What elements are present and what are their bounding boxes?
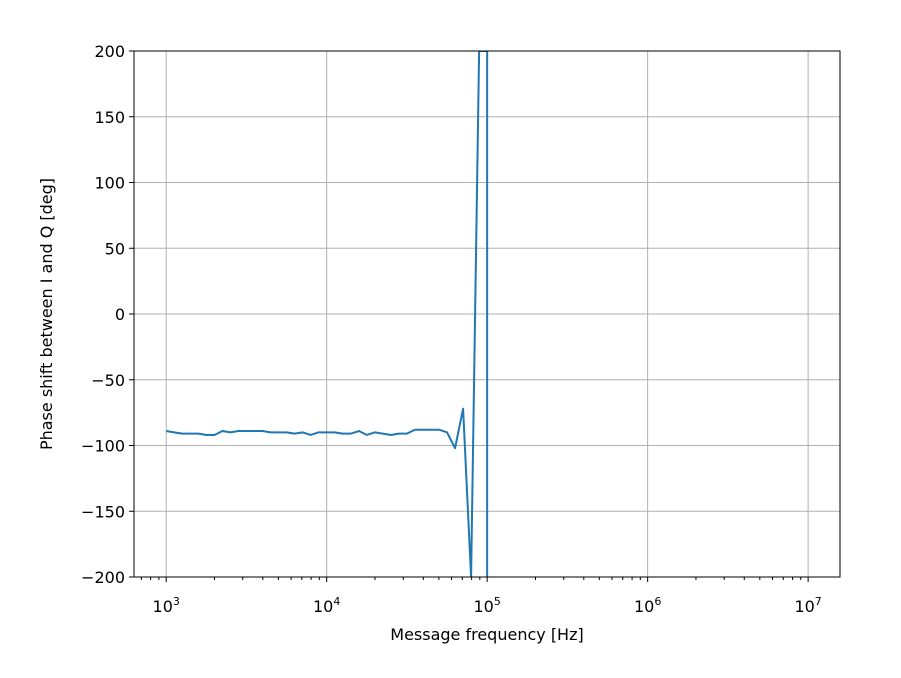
y-tick-label: −150 — [81, 502, 125, 521]
x-tick-label: 103 — [153, 595, 180, 616]
x-tick-label: 107 — [794, 595, 821, 616]
x-tick-label-exponent: 7 — [815, 595, 822, 608]
x-tick-label-exponent: 3 — [173, 595, 180, 608]
tick-labels: 103 104 105 106 107200150100500−50−100−150−2… — [81, 42, 822, 616]
x-tick-label-base: 10 — [794, 597, 814, 616]
x-tick-label: 105 — [473, 595, 500, 616]
y-tick-label: 200 — [94, 42, 125, 61]
y-tick-label: −200 — [81, 568, 125, 587]
series-line — [166, 51, 489, 577]
x-tick-label-exponent: 5 — [494, 595, 501, 608]
x-tick-label-exponent: 6 — [654, 595, 661, 608]
series-layer — [166, 51, 489, 577]
x-tick-label-exponent: 4 — [333, 595, 340, 608]
y-tick-label: 0 — [115, 305, 125, 324]
y-tick-label: 100 — [94, 174, 125, 193]
x-tick-label-base: 10 — [473, 597, 493, 616]
x-tick-label: 104 — [313, 595, 340, 616]
x-tick-label-base: 10 — [313, 597, 333, 616]
y-tick-label: 50 — [105, 239, 125, 258]
y-tick-label: −100 — [81, 437, 125, 456]
y-axis-label: Phase shift between I and Q [deg] — [37, 178, 56, 450]
ticks — [129, 50, 809, 582]
x-tick-label-base: 10 — [153, 597, 173, 616]
x-tick-label-base: 10 — [634, 597, 654, 616]
y-tick-label: −50 — [91, 371, 125, 390]
y-tick-label: 150 — [94, 108, 125, 127]
x-tick-label: 106 — [634, 595, 661, 616]
x-axis-label: Message frequency [Hz] — [390, 625, 583, 644]
